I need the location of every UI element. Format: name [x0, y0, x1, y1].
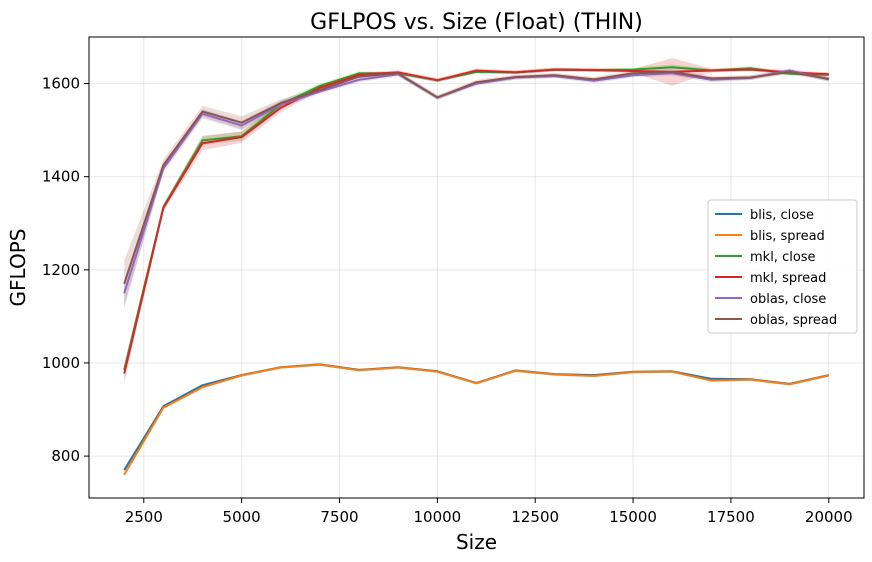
- series-lines: [123, 66, 830, 476]
- x-tick-label: 7500: [320, 508, 358, 526]
- plot-frame: [88, 36, 865, 499]
- y-tick-label: 1200: [42, 261, 80, 279]
- legend-box: [707, 199, 858, 334]
- y-tick-label: 800: [51, 447, 80, 465]
- chart-title: GFLPOS vs. Size (Float) (THIN): [310, 10, 643, 35]
- legend-label: oblas, close: [750, 292, 826, 307]
- legend: blis, close blis, spread mkl, close mkl, sp…: [707, 199, 858, 334]
- y-tick-label: 1000: [42, 354, 80, 372]
- y-axis-title: GFLOPS: [6, 229, 30, 307]
- x-tick-label: 12500: [511, 508, 559, 526]
- legend-label: mkl, close: [750, 250, 816, 265]
- legend-label: blis, spread: [750, 229, 825, 244]
- legend-label: mkl, spread: [750, 271, 826, 286]
- x-tick-label: 15000: [609, 508, 657, 526]
- legend-label: blis, close: [750, 208, 814, 223]
- y-tick-label: 1600: [42, 75, 80, 93]
- x-tick-label: 10000: [413, 508, 461, 526]
- x-tick-label: 2500: [125, 508, 163, 526]
- x-tick-label: 5000: [223, 508, 261, 526]
- x-tick-label: 20000: [805, 508, 853, 526]
- y-tick-label: 1400: [42, 168, 80, 186]
- axis-ticks: 2500 5000 7500 10000 12500 15000 17500 20000 800…: [42, 75, 853, 526]
- x-axis-title: Size: [456, 530, 497, 554]
- legend-label: oblas, spread: [750, 313, 837, 328]
- x-tick-label: 17500: [707, 508, 755, 526]
